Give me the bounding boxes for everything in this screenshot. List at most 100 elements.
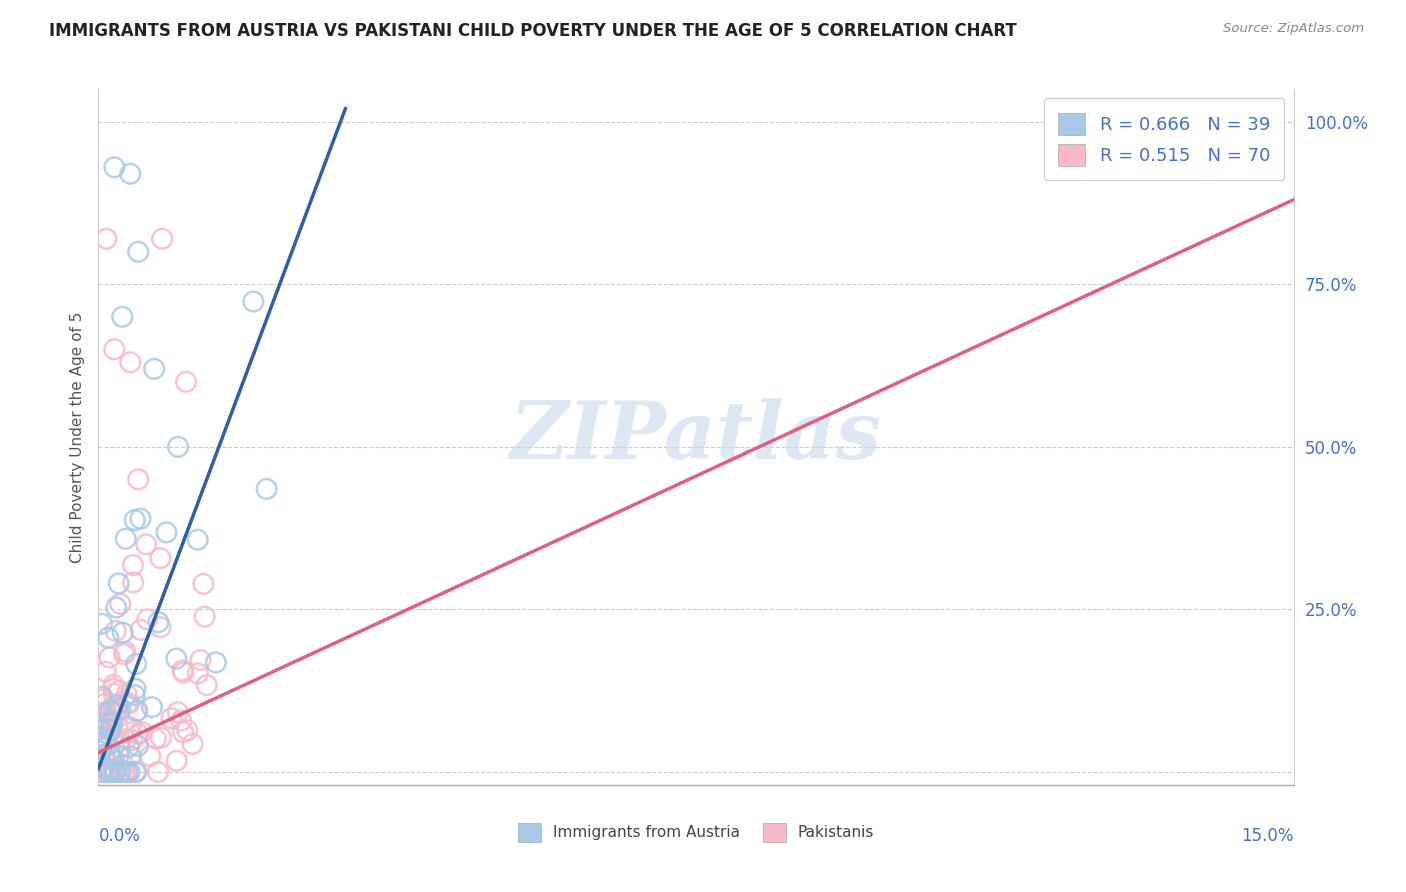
Point [94,665,117,679]
Point [110,702,132,716]
Point [104,706,127,721]
Point [124,764,146,779]
Point [139,749,162,764]
Text: IMMIGRANTS FROM AUSTRIA VS PAKISTANI CHILD POVERTY UNDER THE AGE OF 5 CORRELATIO: IMMIGRANTS FROM AUSTRIA VS PAKISTANI CHI… [49,22,1017,40]
Point [103,343,125,357]
Point [146,764,169,779]
Point [124,688,146,702]
Text: 15.0%: 15.0% [1241,827,1294,845]
Point [150,731,173,745]
Point [127,704,149,718]
Point [112,757,135,772]
Point [122,575,145,590]
Point [100,723,122,738]
Point [104,764,127,779]
Point [118,764,141,779]
Point [89,736,111,750]
Point [166,754,188,768]
Point [187,666,209,681]
Point [104,764,127,779]
Point [96,764,118,779]
Point [93,692,115,706]
Point [108,683,131,698]
Point [93,697,115,711]
Point [115,687,138,701]
Point [121,733,143,747]
Point [96,715,118,730]
Point [98,711,121,725]
Point [90,719,112,733]
Point [135,537,157,551]
Point [91,711,114,725]
Point [115,697,138,711]
Point [105,698,128,713]
Point [93,764,115,779]
Point [107,576,129,591]
Point [127,727,149,741]
Point [93,748,115,763]
Point [174,375,197,389]
Point [172,664,194,678]
Point [165,651,187,665]
Point [100,716,122,731]
Point [111,310,134,324]
Point [110,597,132,611]
Point [136,612,159,626]
Point [112,647,135,661]
Point [105,706,128,720]
Point [89,736,111,750]
Point [120,355,142,369]
Point [176,723,198,738]
Point [205,656,228,670]
Point [170,714,193,728]
Point [108,740,131,755]
Point [193,577,215,591]
Point [141,700,163,714]
Point [96,739,118,754]
Point [125,764,148,779]
Point [155,525,177,540]
Point [120,720,142,734]
Point [89,729,111,743]
Point [105,600,128,615]
Point [112,764,135,779]
Point [97,723,120,738]
Point [91,764,114,779]
Point [104,624,127,638]
Point [98,764,121,779]
Point [90,734,112,748]
Point [110,764,132,779]
Point [122,558,145,572]
Point [125,657,148,671]
Point [98,745,121,759]
Point [90,713,112,727]
Point [97,631,120,645]
Point [91,706,114,720]
Point [195,678,218,692]
Point [103,764,125,779]
Point [115,764,138,779]
Point [96,764,118,779]
Point [149,620,172,634]
Point [150,232,173,246]
Point [107,748,129,763]
Point [149,551,172,566]
Point [100,723,122,737]
Point [103,764,125,779]
Point [114,644,136,658]
Point [256,482,278,496]
Point [103,754,125,768]
Point [160,711,183,725]
Point [127,244,149,259]
Point [108,764,131,779]
Point [89,744,111,758]
Point [107,718,129,732]
Point [167,440,190,454]
Point [242,294,264,309]
Y-axis label: Child Poverty Under the Age of 5: Child Poverty Under the Age of 5 [69,311,84,563]
Text: 0.0%: 0.0% [98,827,141,845]
Point [90,755,112,769]
Point [117,740,139,755]
Point [131,725,153,739]
Point [112,764,135,779]
